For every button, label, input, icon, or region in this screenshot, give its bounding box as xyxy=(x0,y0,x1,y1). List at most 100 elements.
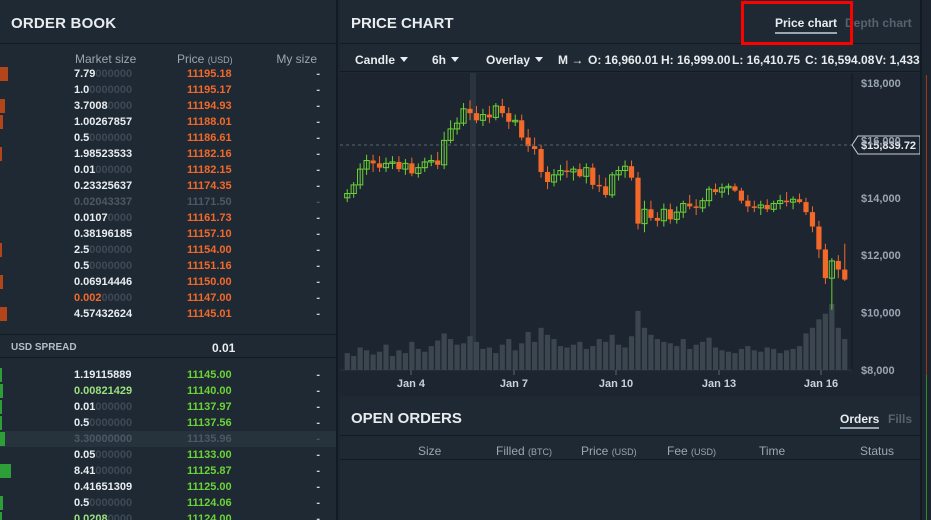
chevron-down-icon xyxy=(451,57,460,62)
ask-row[interactable]: 7.79000000 11195.18 - xyxy=(0,66,336,82)
candle-body xyxy=(603,186,609,195)
volume-bar xyxy=(557,346,564,370)
volume-bar xyxy=(499,344,505,370)
ask-row[interactable]: 4.57432624 11145.01 - xyxy=(0,306,336,322)
column-filled[interactable]: Filled (BTC) xyxy=(496,444,552,458)
x-tick-label: Jan 4 xyxy=(397,378,426,390)
column-time[interactable]: Time xyxy=(759,444,786,458)
row-size-value: 2.5 xyxy=(74,244,90,256)
ask-row[interactable]: 0.01070000 11161.73 - xyxy=(0,210,336,226)
bid-row[interactable]: 0.50000000 11137.56 - xyxy=(0,415,336,431)
candle-body xyxy=(550,174,558,183)
row-price: 11124.06 xyxy=(187,497,232,509)
row-size-value: 1.98523533 xyxy=(74,148,133,160)
row-size-padding: 0000 xyxy=(107,513,133,520)
bid-row[interactable]: 3.30000000 11135.96 - xyxy=(0,431,336,447)
ask-row[interactable]: 0.00200000 11147.00 - xyxy=(0,290,336,306)
row-size: 0.01070000 xyxy=(74,212,132,224)
candle-body xyxy=(673,211,680,220)
ask-row[interactable]: 3.70080000 11194.93 - xyxy=(0,98,336,114)
candle-body xyxy=(822,249,828,279)
candle-body xyxy=(621,165,629,172)
ask-row[interactable]: 0.50000000 11186.61 - xyxy=(0,130,336,146)
volume-bar xyxy=(564,347,570,370)
ask-row[interactable]: 1.00267857 11188.01 - xyxy=(0,114,336,130)
tab-fills[interactable]: Fills xyxy=(888,412,913,426)
more-indicators-button[interactable]: M → xyxy=(558,53,584,67)
column-order-price[interactable]: Price (USD) xyxy=(581,444,637,458)
row-price: 11135.96 xyxy=(187,433,232,445)
candlestick-chart[interactable]: $15,839.72 $18,000 $16,000 $14,000 $12,000 $1… xyxy=(340,73,920,394)
depth-bar xyxy=(0,512,2,520)
candle-body xyxy=(803,202,809,213)
volume-bar xyxy=(428,346,434,370)
candle-body xyxy=(835,260,841,270)
volume-bar xyxy=(738,348,744,370)
column-size[interactable]: Size xyxy=(418,444,442,458)
bid-row[interactable]: 1.19115889 11145.00 - xyxy=(0,367,336,383)
ask-row[interactable]: 1.00000000 11195.17 - xyxy=(0,82,336,98)
candle-body xyxy=(409,163,415,174)
candle-dropdown[interactable]: Candle xyxy=(355,53,409,67)
ask-row[interactable]: 0.50000000 11151.16 - xyxy=(0,258,336,274)
volume-bar xyxy=(570,344,576,370)
volume-bar xyxy=(422,351,428,370)
bid-row[interactable]: 0.01000000 11137.97 - xyxy=(0,399,336,415)
bid-row[interactable]: 0.50000000 11124.06 - xyxy=(0,495,336,511)
candle-body xyxy=(441,139,448,166)
row-my-size: - xyxy=(316,481,320,493)
candle-body xyxy=(350,184,357,194)
bid-row[interactable]: 0.00821429 11140.00 - xyxy=(0,383,336,399)
bid-row[interactable]: 8.41000000 11125.87 - xyxy=(0,463,336,479)
ask-rows: 7.79000000 11195.18-1.00000000 11195.17-3.… xyxy=(0,66,336,322)
row-size: 8.41000000 xyxy=(74,465,132,477)
row-price: 11133.00 xyxy=(187,449,232,461)
chart-toolbar: Candle 6h Overlay M → O: 16,960.01 H: 16… xyxy=(340,44,920,72)
row-size-padding: 0000000 xyxy=(89,260,133,272)
volume-bar xyxy=(790,348,796,370)
volume-bar xyxy=(370,354,376,370)
tab-price-chart[interactable]: Price chart xyxy=(775,16,838,34)
column-status[interactable]: Status xyxy=(860,444,895,458)
candle-body xyxy=(421,161,428,169)
tab-depth-chart[interactable]: Depth chart xyxy=(845,16,912,30)
volume-bar xyxy=(628,336,635,370)
volume-bar xyxy=(641,327,648,370)
candle-body xyxy=(532,146,538,150)
row-my-size: - xyxy=(316,465,320,477)
bid-row[interactable]: 0.41651309 11125.00 - xyxy=(0,479,336,495)
ask-row[interactable]: 0.38196185 11157.10 - xyxy=(0,226,336,242)
bid-row[interactable]: 0.05000000 11133.00 - xyxy=(0,447,336,463)
depth-bar xyxy=(0,147,2,161)
ask-row[interactable]: 2.50000000 11154.00 - xyxy=(0,242,336,258)
candle-body xyxy=(435,160,441,165)
column-fee[interactable]: Fee (USD) xyxy=(667,444,716,458)
row-my-size: - xyxy=(316,369,320,381)
column-market-size[interactable]: Market size xyxy=(75,52,137,66)
row-size: 0.38196185 xyxy=(74,228,132,240)
column-my-size[interactable]: My size xyxy=(276,52,317,66)
open-orders-column-headers: Size Filled (BTC) Price (USD) Fee (USD) … xyxy=(340,436,920,460)
candle-body xyxy=(402,162,409,170)
ask-row[interactable]: 1.98523533 11182.16 - xyxy=(0,146,336,162)
volume-bar xyxy=(764,347,770,370)
price-chart-panel: PRICE CHART Price chart Depth chart Cand… xyxy=(340,0,920,394)
tab-orders[interactable]: Orders xyxy=(840,412,880,429)
volume-bar xyxy=(616,344,622,370)
row-size: 1.00267857 xyxy=(74,116,132,128)
candle-body xyxy=(809,212,816,227)
ask-row[interactable]: 0.02043337 11171.50 - xyxy=(0,194,336,210)
volume-bar xyxy=(816,319,822,370)
ask-row[interactable]: 0.01000000 11182.15 - xyxy=(0,162,336,178)
candle-body xyxy=(564,170,570,173)
volume-bar xyxy=(364,350,370,370)
column-price[interactable]: Price (USD) xyxy=(177,52,233,66)
bid-row[interactable]: 0.02080000 11124.00 - xyxy=(0,511,336,520)
ask-row[interactable]: 0.23325637 11174.35 - xyxy=(0,178,336,194)
ask-row[interactable]: 0.06914446 11150.00 - xyxy=(0,274,336,290)
volume-bar xyxy=(357,347,363,370)
chart-svg: $15,839.72 $18,000 $16,000 $14,000 $12,000 $1… xyxy=(340,73,920,390)
interval-dropdown[interactable]: 6h xyxy=(432,53,460,67)
candle-body xyxy=(506,113,512,122)
overlay-dropdown[interactable]: Overlay xyxy=(486,53,544,67)
